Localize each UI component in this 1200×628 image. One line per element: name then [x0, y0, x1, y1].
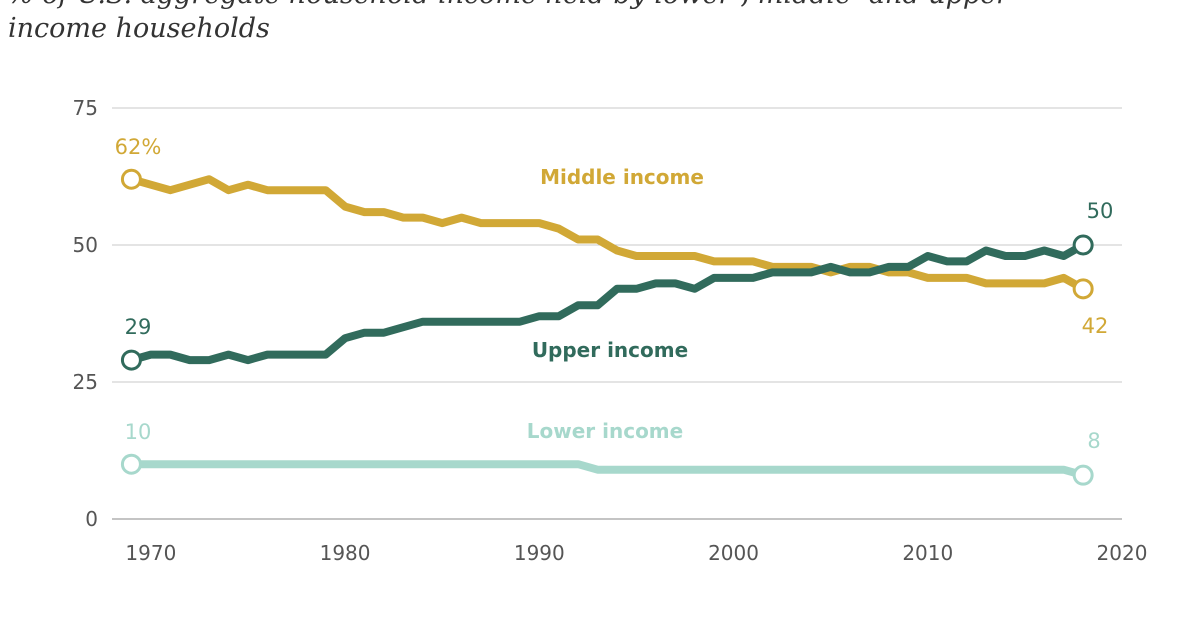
middle-income-end-label: 42 — [1082, 314, 1109, 338]
middle-income-label: Middle income — [540, 165, 704, 189]
middle-income-end-marker — [1072, 278, 1094, 300]
y-tick-label: 50 — [73, 233, 98, 257]
middle-income-start-marker — [120, 168, 142, 190]
middle-income-start-label: 62% — [115, 135, 162, 159]
upper-income-line — [127, 241, 1088, 365]
lower-income-start-label: 10 — [125, 420, 152, 444]
x-tick-label: 2000 — [708, 541, 759, 565]
x-tick-label: 2020 — [1097, 541, 1148, 565]
x-tick-label: 2010 — [902, 541, 953, 565]
upper-income-end-label: 50 — [1087, 199, 1114, 223]
y-tick-label: 75 — [73, 96, 98, 120]
middle-income-line — [127, 175, 1088, 293]
upper-income-start-label: 29 — [125, 315, 152, 339]
y-tick-label: 0 — [85, 507, 98, 531]
lower-income-start-marker — [120, 453, 142, 475]
series-lines — [120, 168, 1094, 486]
upper-income-start-marker — [120, 349, 142, 371]
x-tick-label: 1970 — [125, 541, 176, 565]
lower-income-end-marker — [1072, 464, 1094, 486]
x-tick-label: 1990 — [514, 541, 565, 565]
x-tick-label: 1980 — [320, 541, 371, 565]
y-tick-label: 25 — [73, 370, 98, 394]
chart-subtitle: % of U.S. aggregate household income hel… — [8, 0, 1018, 44]
y-axis-ticks: 0 25 50 75 — [73, 96, 98, 531]
x-axis-ticks: 1970 1980 1990 2000 2010 2020 — [125, 541, 1147, 565]
lower-income-label: Lower income — [527, 419, 683, 443]
lower-income-line — [127, 460, 1088, 480]
upper-income-label: Upper income — [532, 338, 688, 362]
series-labels: Middle income 62% 42 Upper income 29 50 Lower … — [115, 135, 1114, 453]
gridlines — [112, 107, 1122, 520]
upper-income-end-marker — [1072, 234, 1094, 256]
lower-income-end-label: 8 — [1087, 429, 1100, 453]
